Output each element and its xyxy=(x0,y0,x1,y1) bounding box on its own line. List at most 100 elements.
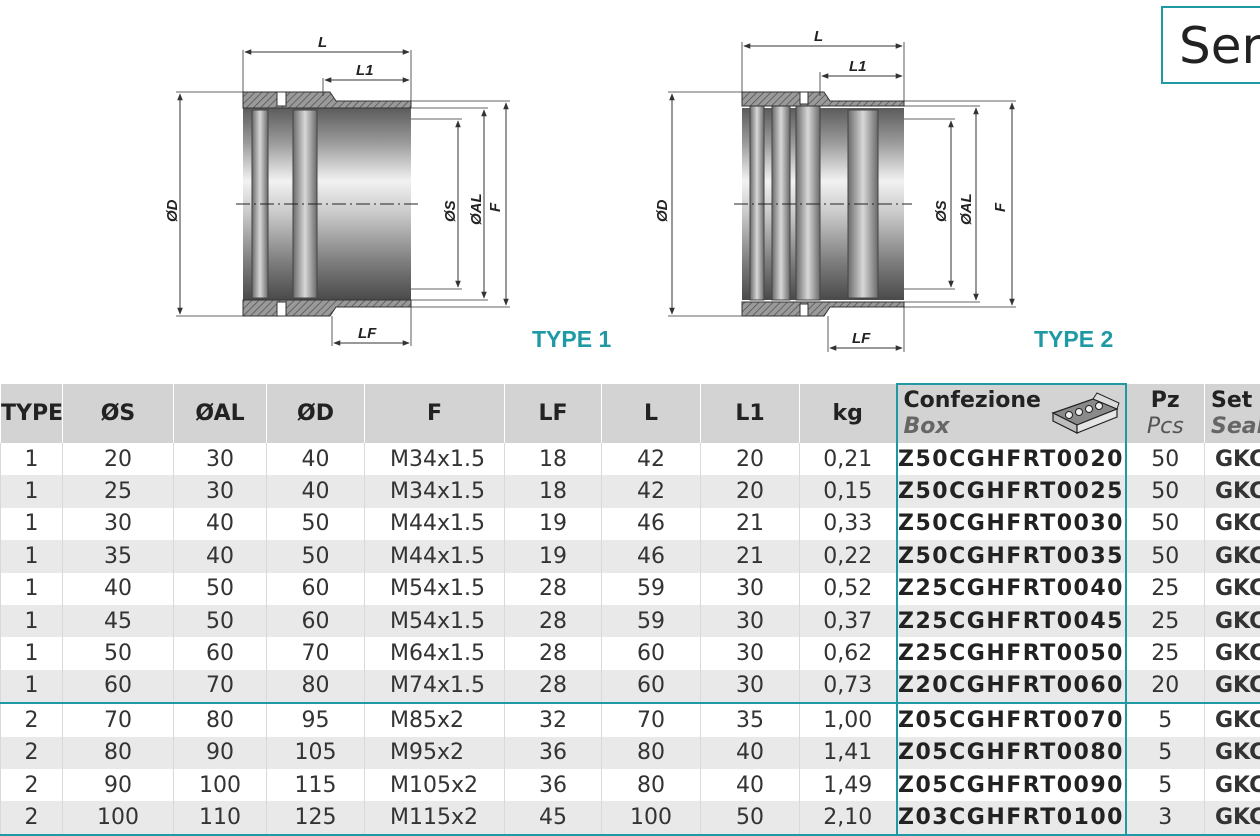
cell-lf: 28 xyxy=(504,604,602,638)
cell-l1: 21 xyxy=(700,540,800,573)
cell-set: GKC xyxy=(1204,604,1260,638)
cell-d: 105 xyxy=(266,736,365,769)
table-row: 1 60 70 80 M74x1.5 28 60 30 0,73 Z20CGHFRT0060 20 G… xyxy=(0,669,1260,704)
cell-kg: 1,41 xyxy=(799,736,897,769)
header-al: ØAL xyxy=(173,384,267,443)
type2-dim-L: L xyxy=(814,28,823,45)
series-title-box: Serie CGH xyxy=(1161,6,1260,84)
cell-s: 90 xyxy=(62,768,174,802)
cell-pz: 50 xyxy=(1125,443,1205,476)
cell-al: 110 xyxy=(173,801,267,836)
cell-kg: 0,73 xyxy=(799,669,897,704)
cell-type: 2 xyxy=(0,736,63,769)
cell-l1: 35 xyxy=(700,702,800,737)
cell-al: 40 xyxy=(173,507,267,541)
cell-d: 60 xyxy=(266,572,365,605)
table-row: 1 30 40 50 M44x1.5 19 46 21 0,33 Z50CGHFRT0030 50 G… xyxy=(0,507,1260,541)
cell-l: 80 xyxy=(601,736,701,769)
type2-drawing: L L1 LF ØD ØS ØAL F xyxy=(654,28,1016,352)
header-f: F xyxy=(364,384,505,443)
cell-pz: 20 xyxy=(1125,669,1205,704)
cell-box-code: Z50CGHFRT0025 xyxy=(895,475,1127,508)
cell-l: 46 xyxy=(601,540,701,573)
cell-d: 50 xyxy=(266,540,365,573)
header-box-label: Confezione xyxy=(903,388,1041,413)
cell-f: M85x2 xyxy=(364,702,505,737)
table-row: 2 90 100 115 M105x2 36 80 40 1,49 Z05CGHFRT0090 5 G… xyxy=(0,768,1260,802)
cell-lf: 18 xyxy=(504,475,602,508)
cell-f: M95x2 xyxy=(364,736,505,769)
cell-al: 80 xyxy=(173,702,267,737)
header-l: L xyxy=(601,384,701,443)
header-type: TYPE xyxy=(0,384,63,443)
header-s: ØS xyxy=(62,384,174,443)
cell-type: 1 xyxy=(0,572,63,605)
cell-al: 50 xyxy=(173,572,267,605)
type1-dim-L1: L1 xyxy=(356,62,374,79)
cell-box-code: Z05CGHFRT0080 xyxy=(895,736,1127,769)
cell-lf: 45 xyxy=(504,801,602,836)
cell-d: 95 xyxy=(266,702,365,737)
cell-set: GKC xyxy=(1204,637,1260,670)
cell-set: GKC xyxy=(1204,475,1260,508)
cell-pz: 5 xyxy=(1125,768,1205,802)
table-row: 1 40 50 60 M54x1.5 28 59 30 0,52 Z25CGHFRT0040 25 G… xyxy=(0,572,1260,605)
cell-s: 80 xyxy=(62,736,174,769)
cell-al: 30 xyxy=(173,475,267,508)
cell-pz: 50 xyxy=(1125,507,1205,541)
cell-lf: 36 xyxy=(504,736,602,769)
cell-set: GKC xyxy=(1204,801,1260,836)
table-row: 1 25 30 40 M34x1.5 18 42 20 0,15 Z50CGHFRT0025 50 G… xyxy=(0,475,1260,508)
cell-f: M34x1.5 xyxy=(364,443,505,476)
cell-pz: 25 xyxy=(1125,572,1205,605)
cell-l: 100 xyxy=(601,801,701,836)
box-icon xyxy=(1050,392,1120,434)
cell-f: M64x1.5 xyxy=(364,637,505,670)
cell-type: 1 xyxy=(0,637,63,670)
cell-d: 50 xyxy=(266,507,365,541)
cell-l: 46 xyxy=(601,507,701,541)
cell-set: GKC xyxy=(1204,443,1260,476)
cell-box-code: Z50CGHFRT0020 xyxy=(895,443,1127,476)
cell-l1: 50 xyxy=(700,801,800,836)
cell-l1: 30 xyxy=(700,604,800,638)
cell-l: 59 xyxy=(601,572,701,605)
cell-lf: 19 xyxy=(504,507,602,541)
cell-l: 42 xyxy=(601,475,701,508)
type1-dim-D: ØD xyxy=(164,199,181,222)
cell-pz: 50 xyxy=(1125,475,1205,508)
cell-d: 80 xyxy=(266,669,365,704)
header-set-sub: Seal xyxy=(1211,413,1260,439)
header-lf: LF xyxy=(504,384,602,443)
cell-d: 40 xyxy=(266,475,365,508)
cell-kg: 0,33 xyxy=(799,507,897,541)
cell-set: GKC xyxy=(1204,572,1260,605)
cell-l1: 21 xyxy=(700,507,800,541)
cell-l: 42 xyxy=(601,443,701,476)
header-pz-sub: Pcs xyxy=(1146,413,1184,439)
cell-type: 2 xyxy=(0,768,63,802)
header-box-sub: Box xyxy=(903,414,950,439)
cell-al: 30 xyxy=(173,443,267,476)
header-set: Set g Seal xyxy=(1204,384,1260,443)
cell-box-code: Z50CGHFRT0035 xyxy=(895,540,1127,573)
cell-s: 35 xyxy=(62,540,174,573)
header-l1: L1 xyxy=(700,384,800,443)
cell-type: 2 xyxy=(0,801,63,836)
cell-pz: 3 xyxy=(1125,801,1205,836)
cell-set: GKC xyxy=(1204,669,1260,704)
table-row: 2 100 110 125 M115x2 45 100 50 2,10 Z03CGHFRT0100… xyxy=(0,801,1260,836)
cell-al: 90 xyxy=(173,736,267,769)
cell-s: 40 xyxy=(62,572,174,605)
cell-l1: 40 xyxy=(700,768,800,802)
cell-type: 2 xyxy=(0,702,63,737)
type1-dim-L: L xyxy=(318,34,327,51)
cell-f: M34x1.5 xyxy=(364,475,505,508)
cell-lf: 18 xyxy=(504,443,602,476)
cell-l: 59 xyxy=(601,604,701,638)
cell-type: 1 xyxy=(0,475,63,508)
cell-s: 100 xyxy=(62,801,174,836)
type1-dim-AL: ØAL xyxy=(468,193,485,225)
cell-al: 50 xyxy=(173,604,267,638)
